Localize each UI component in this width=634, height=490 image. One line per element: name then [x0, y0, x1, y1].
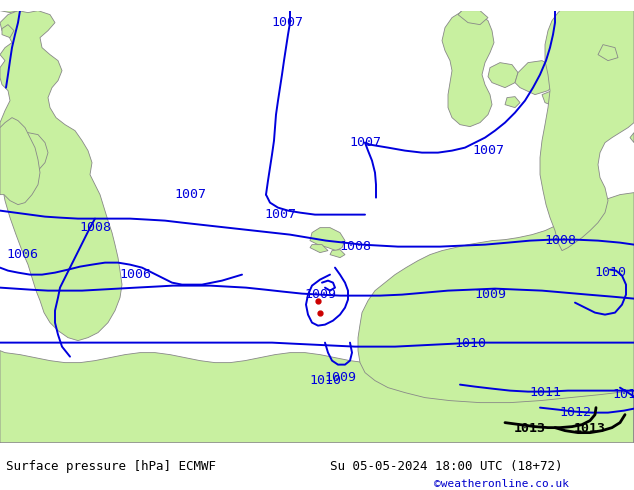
Text: 1008: 1008 — [79, 221, 111, 234]
Text: 1007: 1007 — [174, 188, 206, 201]
Text: ©weatheronline.co.uk: ©weatheronline.co.uk — [434, 480, 569, 490]
Polygon shape — [488, 63, 518, 88]
Text: 1010: 1010 — [594, 266, 626, 279]
Text: 1007: 1007 — [271, 16, 303, 29]
Text: 1010: 1010 — [309, 374, 341, 387]
Polygon shape — [330, 249, 345, 258]
Text: 1010: 1010 — [454, 337, 486, 350]
Polygon shape — [630, 133, 634, 143]
Polygon shape — [2, 24, 14, 38]
Polygon shape — [505, 97, 520, 108]
Polygon shape — [558, 43, 582, 61]
Text: 1009: 1009 — [324, 371, 356, 384]
Text: 1008: 1008 — [544, 234, 576, 247]
Polygon shape — [0, 118, 40, 205]
Polygon shape — [358, 193, 634, 442]
Text: Surface pressure [hPa] ECMWF: Surface pressure [hPa] ECMWF — [6, 460, 216, 473]
Text: 1007: 1007 — [349, 136, 381, 149]
Text: 1006: 1006 — [6, 248, 38, 261]
Polygon shape — [0, 11, 18, 13]
Text: 1006: 1006 — [119, 268, 151, 281]
Polygon shape — [310, 245, 328, 253]
Polygon shape — [515, 61, 558, 95]
Text: 1008: 1008 — [339, 240, 371, 253]
Text: 1013: 1013 — [514, 422, 546, 435]
Polygon shape — [0, 11, 122, 341]
Polygon shape — [458, 11, 488, 24]
Text: 1011: 1011 — [529, 386, 561, 399]
Text: 1009: 1009 — [304, 288, 336, 301]
Text: 1012: 1012 — [559, 406, 591, 419]
Polygon shape — [598, 45, 618, 61]
Polygon shape — [0, 351, 634, 442]
Text: Su 05-05-2024 18:00 UTC (18+72): Su 05-05-2024 18:00 UTC (18+72) — [330, 460, 562, 473]
Text: 1013: 1013 — [574, 422, 606, 435]
Text: 1009: 1009 — [474, 288, 506, 301]
Text: 1007: 1007 — [472, 144, 504, 157]
Polygon shape — [310, 228, 345, 250]
Polygon shape — [540, 11, 634, 250]
Polygon shape — [442, 11, 494, 126]
Text: 1007: 1007 — [264, 208, 296, 221]
Text: 1012: 1012 — [612, 388, 634, 401]
Polygon shape — [542, 91, 568, 108]
